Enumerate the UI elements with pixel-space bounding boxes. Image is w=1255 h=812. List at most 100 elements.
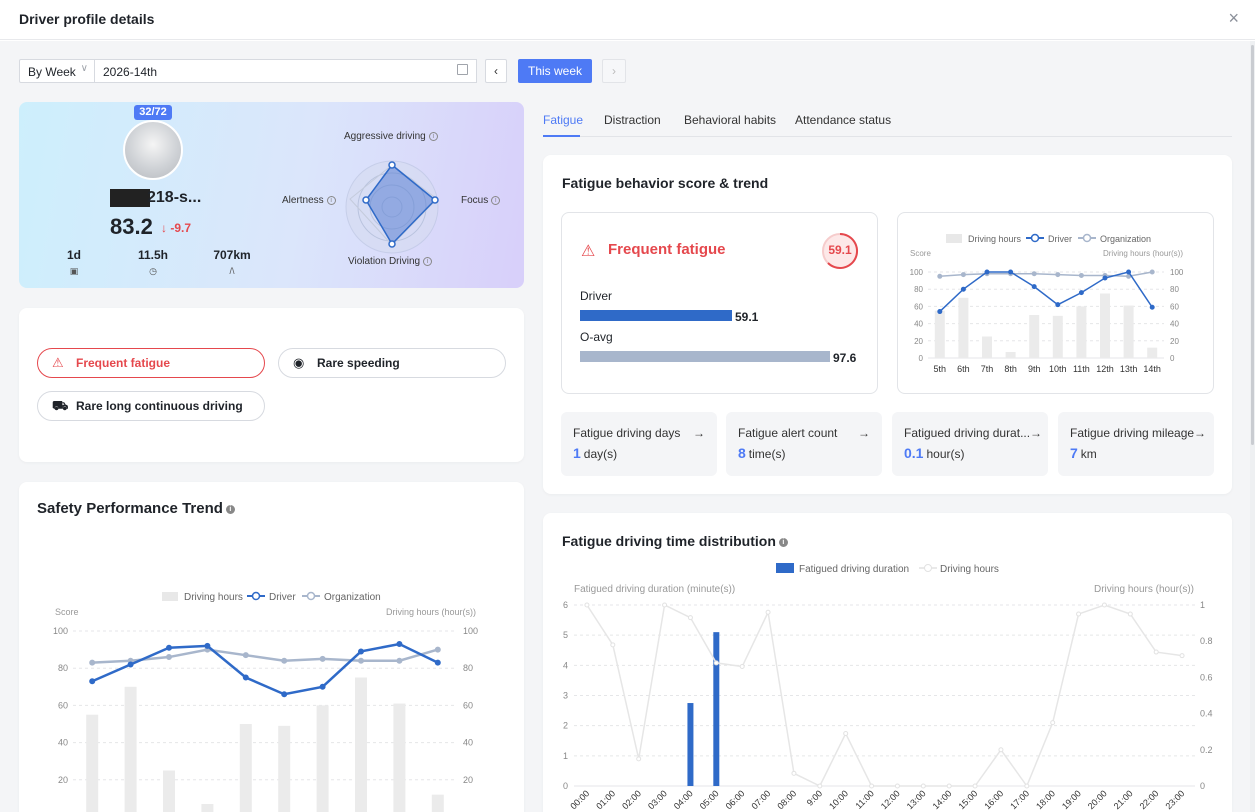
x-tick-label: 9:00 [805, 788, 824, 807]
x-tick-label: 03:00 [646, 788, 669, 811]
radar-label-focus: Focus i [461, 195, 501, 206]
oavg-score-bar [580, 351, 830, 362]
bar-driving-hours [982, 336, 992, 358]
bar-driving-hours [393, 703, 406, 812]
point-driving-hours [739, 664, 745, 670]
chevron-down-icon: ∨ [80, 63, 88, 74]
radar-label-aggressive: Aggressive driving i [344, 131, 438, 142]
prev-week-button[interactable]: ‹ [485, 59, 507, 83]
point-driver [434, 659, 441, 666]
metric-value: 1 day(s) [573, 445, 617, 461]
dialog-header: Driver profile details × [0, 0, 1255, 40]
time-distribution-chart: Fatigued driving duration Driving hours Fa… [563, 563, 1213, 811]
point-driver [166, 644, 172, 651]
info-icon[interactable]: i [491, 195, 501, 205]
active-tab-indicator [543, 135, 580, 137]
name-redaction [110, 189, 150, 207]
info-icon[interactable]: i [326, 195, 336, 205]
week-date-value: 2026-14th [103, 65, 158, 79]
bar-driving-hours [1029, 315, 1040, 358]
metric-alert-count[interactable]: Fatigue alert count → 8 time(s) [726, 412, 882, 476]
point-driving-hours [1127, 611, 1133, 617]
legend-marker-org [1082, 233, 1092, 243]
tag-rare-long-driving[interactable]: ⛟ Rare long continuous driving [37, 391, 265, 421]
radar-label-focus-text: Focus [461, 195, 489, 206]
bar-driving-hours [934, 310, 945, 358]
radar-label-violation: Violation Driving i [348, 256, 433, 267]
y-tick-left: 100 [53, 626, 68, 636]
point-driver [319, 683, 326, 690]
scrollbar-thumb[interactable] [1251, 45, 1254, 445]
x-tick-label: 06:00 [724, 788, 747, 811]
metric-fatigue-days[interactable]: Fatigue driving days → 1 day(s) [561, 412, 717, 476]
period-select[interactable]: By Week ∨ [19, 59, 95, 83]
y-tick-right: 100 [463, 626, 478, 636]
x-tick-label: 16:00 [982, 788, 1005, 811]
bar-driving-hours [1147, 347, 1158, 358]
point-driver [1102, 275, 1108, 281]
safety-trend-title: Safety Performance Trend i [37, 500, 235, 517]
point-organization [1055, 272, 1061, 278]
safety-trend-title-text: Safety Performance Trend [37, 500, 223, 517]
metric-fatigued-duration[interactable]: Fatigued driving durat... → 0.1 hour(s) [892, 412, 1048, 476]
radar-point [388, 161, 396, 169]
fatigue-car-icon: ⚠ [52, 355, 64, 370]
legend-label: Organization [1100, 234, 1151, 244]
tag-label: Frequent fatigue [76, 356, 171, 370]
metric-fatigue-mileage[interactable]: Fatigue driving mileage → 7 km [1058, 412, 1214, 476]
info-icon[interactable]: i [225, 504, 235, 514]
oavg-bar-value: 97.6 [833, 351, 857, 365]
info-icon[interactable]: i [778, 537, 788, 547]
radar-label-alertness-text: Alertness [282, 195, 324, 206]
x-tick-label: 9th [1028, 364, 1041, 374]
legend-marker-org [306, 591, 316, 601]
this-week-button[interactable]: This week [518, 59, 592, 83]
rank-badge: 32/72 [134, 105, 172, 120]
legend-label: Driving hours [184, 592, 243, 603]
tab-attendance-status[interactable]: Attendance status [795, 113, 892, 127]
point-driving-hours [843, 731, 849, 737]
y-tick-right: 40 [1170, 320, 1179, 329]
line-driver [91, 642, 439, 696]
point-driving-hours [1179, 653, 1185, 659]
point-driver [1031, 284, 1037, 290]
y-tick-right: 80 [463, 663, 473, 673]
metric-label: Fatigued driving durat... [904, 426, 1031, 440]
x-tick-label: 10:00 [827, 788, 850, 811]
stat-days-value: 1d [66, 248, 81, 262]
y-axis-title-left: Fatigued driving duration (minute(s)) [574, 584, 735, 595]
metric-value: 7 km [1070, 445, 1097, 461]
y-tick-left: 40 [58, 738, 68, 748]
tag-rare-speeding[interactable]: ◉ Rare speeding [278, 348, 506, 378]
point-organization [166, 654, 172, 661]
info-icon[interactable]: i [428, 131, 438, 141]
point-driving-hours [687, 615, 693, 621]
driver-profile-card: 32/72 218-s... 83.2 ↓ -9.7 1d ▣ 11.5h ◷ … [19, 102, 524, 288]
bar-driving-hours [1100, 293, 1110, 358]
avatar [123, 120, 183, 180]
point-driver [937, 309, 943, 315]
bar-driving-hours [958, 297, 969, 358]
point-driver [127, 661, 134, 668]
y-tick-left: 80 [914, 285, 923, 294]
next-week-button[interactable]: › [602, 59, 626, 83]
x-tick-label: 13:00 [905, 788, 928, 811]
period-select-value: By Week [28, 65, 76, 79]
tag-label: Rare long continuous driving [76, 399, 243, 413]
tab-distraction[interactable]: Distraction [604, 113, 661, 127]
point-driving-hours [894, 783, 900, 789]
tab-behavioral-habits[interactable]: Behavioral habits [684, 113, 777, 127]
info-icon[interactable]: i [423, 256, 433, 266]
radar-label-alertness: Alertness i [282, 195, 336, 206]
y-tick-right: 40 [463, 738, 473, 748]
tag-frequent-fatigue[interactable]: ⚠ Frequent fatigue [37, 348, 265, 378]
oavg-bar-label: O-avg [580, 330, 613, 344]
week-date-input[interactable]: 2026-14th [95, 59, 477, 83]
fatigue-score-panel: ⚠ Frequent fatigue 59.1 Driver 59.1 O-av… [561, 212, 878, 394]
y-tick-right: 80 [1170, 285, 1179, 294]
radar-label-violation-text: Violation Driving [348, 256, 421, 267]
point-driver [242, 674, 249, 681]
distribution-title-text: Fatigue driving time distribution [562, 533, 776, 549]
tab-fatigue[interactable]: Fatigue [543, 113, 584, 127]
close-icon[interactable]: × [1228, 8, 1239, 28]
